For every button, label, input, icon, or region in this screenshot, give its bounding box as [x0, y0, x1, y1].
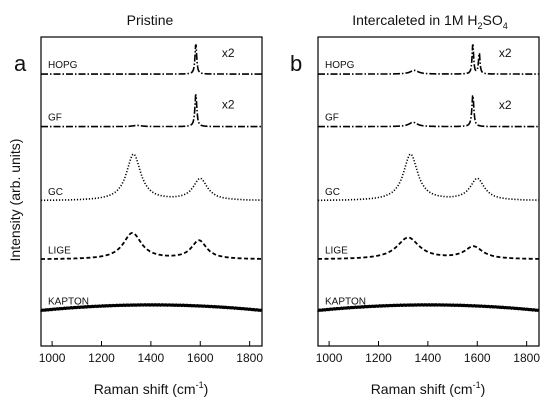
panel-a-title: Pristine [127, 12, 174, 28]
y-axis-label: Intensity (arb. units) [7, 139, 23, 262]
x-tick-label: 1000 [316, 351, 343, 365]
x-tick-label: 1200 [365, 351, 392, 365]
x-tick-label: 1600 [187, 351, 214, 365]
series-lige-label: LIGE [325, 245, 348, 256]
panel-a-x-ticks: 1000 1200 1400 1600 1800 [39, 341, 263, 365]
x-tick-label: 1600 [464, 351, 491, 365]
x-tick-label: 1000 [39, 351, 66, 365]
x-tick-label: 1800 [236, 351, 263, 365]
series-gc-label: GC [325, 187, 340, 198]
series-hopg-scale-label: x2 [499, 46, 512, 60]
series-hopg-label: HOPG [48, 60, 78, 71]
series-gc-line [40, 153, 263, 202]
series-kapton-label: KAPTON [325, 296, 366, 307]
panel-a-frame [40, 36, 263, 347]
panel-a-letter: a [14, 51, 27, 76]
series-gc-line [317, 153, 540, 202]
panel-b: Intercaleted in 1M H2SO4 b 1000 1200 1400 1… [290, 12, 540, 397]
series-hopg-label: HOPG [325, 60, 355, 71]
series-hopg-line [317, 44, 540, 75]
series-hopg-line [40, 44, 263, 75]
panel-b-letter: b [290, 51, 302, 76]
panel-a-x-axis-label: Raman shift (cm-1) [94, 380, 209, 397]
series-gf-label: GF [48, 113, 62, 124]
panel-a: Pristine a 1000 1200 1400 1600 1800 HOPG x2 GF… [14, 12, 263, 397]
panel-b-title: Intercaleted in 1M H2SO4 [352, 12, 508, 31]
series-lige-line [40, 231, 263, 260]
series-kapton-line [39, 303, 263, 313]
panel-b-labels: HOPG x2 GF x2 GC LIGE KAPTON [325, 46, 512, 307]
series-kapton-label: KAPTON [48, 296, 89, 307]
panel-b-x-ticks: 1000 1200 1400 1600 1800 [316, 341, 540, 365]
series-gf-scale-label: x2 [222, 97, 235, 111]
x-tick-label: 1400 [415, 351, 442, 365]
panel-b-curves [316, 44, 540, 313]
x-tick-label: 1400 [138, 351, 165, 365]
series-gf-label: GF [325, 113, 339, 124]
series-hopg-scale-label: x2 [222, 46, 235, 60]
x-tick-label: 1200 [88, 351, 115, 365]
series-gc-label: GC [48, 187, 63, 198]
series-kapton-line [316, 303, 540, 313]
panel-b-x-axis-label: Raman shift (cm-1) [371, 380, 486, 397]
series-lige-line [317, 236, 540, 260]
series-lige-label: LIGE [48, 245, 71, 256]
panel-a-labels: HOPG x2 GF x2 GC LIGE KAPTON [48, 46, 235, 307]
panel-a-curves [39, 44, 263, 313]
series-gf-scale-label: x2 [499, 98, 512, 112]
x-tick-label: 1800 [513, 351, 540, 365]
panel-b-frame [317, 36, 540, 347]
